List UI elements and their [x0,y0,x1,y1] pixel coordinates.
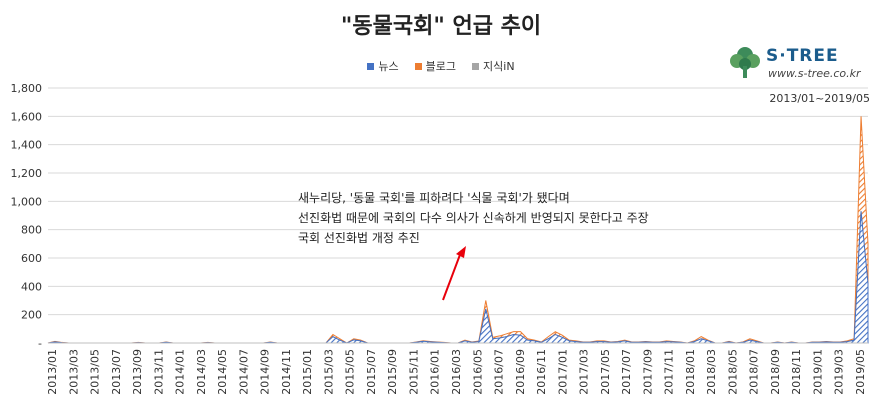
y-tick-label: 800 [21,224,42,237]
annotation-arrow [442,251,462,301]
x-tick-label: 2015/01 [301,349,314,395]
annotation-line-2: 선진화법 때문에 국회의 다수 의사가 신속하게 반영되지 못한다고 주장 [298,211,649,225]
legend-label-blog: 블로그 [425,60,457,73]
x-tick-label: 2016/09 [514,349,527,395]
x-tick-label: 2019/01 [811,349,824,395]
x-tick-label: 2017/11 [663,349,676,395]
x-tick-label: 2013/01 [46,349,59,395]
x-tick-label: 2016/11 [535,349,548,395]
y-tick-label: 1,800 [11,82,43,95]
x-tick-label: 2014/05 [216,349,229,395]
brand-logo: S·TREE www.s-tree.co.kr [728,44,878,84]
date-range: 2013/01~2019/05 [769,92,870,105]
legend-item-news: 뉴스 [367,58,399,74]
x-tick-label: 2016/03 [450,349,463,395]
x-tick-label: 2016/01 [429,349,442,395]
legend-swatch-blog [414,62,422,70]
x-tick-label: 2013/05 [89,349,102,395]
annotation-text: 새누리당, '동물 국회'를 피하려다 '식물 국회'가 됐다며 선진화법 때문… [298,188,649,248]
x-tick-label: 2015/05 [344,349,357,395]
brand-url: www.s-tree.co.kr [768,67,861,80]
x-tick-label: 2014/03 [195,349,208,395]
x-tick-label: 2013/11 [152,349,165,395]
x-tick-label: 2015/07 [365,349,378,395]
legend-swatch-news [367,62,375,70]
y-tick-label: 400 [21,280,42,293]
x-tick-label: 2016/07 [493,349,506,395]
x-tick-label: 2018/09 [769,349,782,395]
x-tick-label: 2014/07 [237,349,250,395]
y-tick-label: 600 [21,252,42,265]
tree-icon [730,47,760,78]
x-tick-label: 2014/11 [280,349,293,395]
x-tick-label: 2018/05 [726,349,739,395]
x-tick-label: 2018/03 [705,349,718,395]
x-tick-label: 2016/05 [471,349,484,395]
legend-item-kin: 지식iN [472,58,515,74]
y-tick-label: 1,400 [11,139,43,152]
x-tick-label: 2014/01 [174,349,187,395]
x-tick-label: 2015/03 [322,349,335,395]
legend-label-kin: 지식iN [483,60,515,73]
x-tick-label: 2017/01 [556,349,569,395]
x-tick-label: 2018/07 [748,349,761,395]
x-tick-label: 2017/07 [620,349,633,395]
annotation-arrowhead [456,246,466,258]
legend-label-news: 뉴스 [378,60,399,73]
legend-item-blog: 블로그 [414,58,457,74]
y-tick-label: 1,600 [11,110,43,123]
y-tick-label: 1,000 [11,195,43,208]
brand-name: S·TREE [766,46,839,66]
x-tick-label: 2013/09 [131,349,144,395]
x-tick-label: 2017/03 [578,349,591,395]
x-tick-label: 2013/03 [67,349,80,395]
x-tick-label: 2014/09 [259,349,272,395]
x-tick-label: 2018/11 [790,349,803,395]
x-tick-label: 2013/07 [110,349,123,395]
x-tick-label: 2017/05 [599,349,612,395]
legend-swatch-kin [472,62,480,70]
chart-title: "동물국회" 언급 추이 [340,14,542,39]
annotation-line-1: 새누리당, '동물 국회'를 피하려다 '식물 국회'가 됐다며 [298,191,570,205]
annotation-line-3: 국회 선진화법 개정 추진 [298,231,420,245]
y-tick-label: 1,200 [11,167,43,180]
x-tick-label: 2017/09 [641,349,654,395]
y-tick-label: 200 [21,309,42,322]
x-tick-label: 2015/09 [386,349,399,395]
x-tick-label: 2019/05 [854,349,867,395]
y-tick-label: - [38,337,42,350]
x-tick-label: 2019/03 [833,349,846,395]
legend: 뉴스 블로그 지식iN [0,58,882,74]
x-tick-label: 2015/11 [407,349,420,395]
x-tick-label: 2018/01 [684,349,697,395]
